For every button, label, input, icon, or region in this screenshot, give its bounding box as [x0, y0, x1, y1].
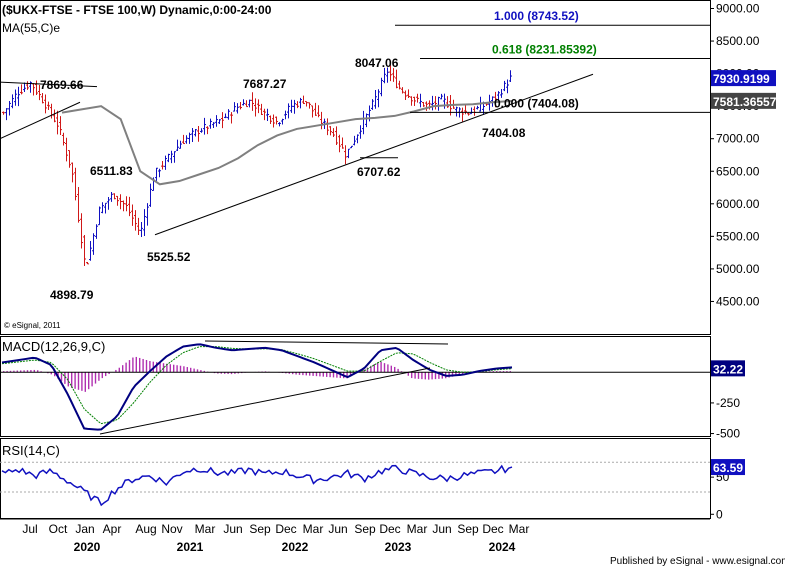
fib-level-label: 0.618 (8231.85392) — [492, 43, 597, 57]
x-tick-label: Mar — [407, 522, 428, 536]
x-tick-label: Dec — [379, 522, 400, 536]
macd-trendline — [204, 340, 449, 345]
ma-label: MA(55,C)e — [2, 21, 60, 35]
y-tick-label: 7000.00 — [716, 132, 760, 146]
x-tick-label: Sep — [354, 522, 376, 536]
macd-title: MACD(12,26,9,C) — [2, 339, 105, 354]
x-tick-label: Oct — [49, 522, 68, 536]
macd-value-box — [711, 360, 745, 377]
copyright-text: © eSignal, 2011 — [4, 321, 61, 330]
x-tick-label: Sep — [457, 522, 479, 536]
x-tick-label: Nov — [161, 522, 182, 536]
y-tick-label: 6000.00 — [716, 197, 760, 211]
price-layer: 1.000 (8743.52) 0.618 (8231.85392) 0.000 (… — [0, 9, 710, 302]
x-tick-label: Mar — [195, 522, 216, 536]
x-tick-label: Dec — [482, 522, 503, 536]
x-tick-label: Jun — [432, 522, 451, 536]
y-tick-label: 5500.00 — [716, 229, 760, 243]
macd-tick-label: -500 — [716, 427, 740, 441]
macd-trendline — [99, 367, 431, 435]
last-value-label: 7581.36557 — [713, 95, 777, 109]
last-value-label: 7930.9199 — [713, 72, 770, 86]
fib-level-label: 1.000 (8743.52) — [494, 9, 579, 23]
trendline — [154, 73, 594, 236]
price-panel-frame — [0, 0, 711, 335]
published-text: Published by eSignal - www.esignal.com — [610, 556, 785, 567]
trendline — [0, 81, 98, 88]
x-tick-label: Mar — [303, 522, 324, 536]
x-year-label: 2023 — [385, 540, 412, 554]
macd-tick-label: -250 — [716, 396, 740, 410]
rsi-line — [1, 464, 513, 507]
macd-layer — [0, 340, 710, 435]
axis-layer: 9000.008500.008000.007500.007000.006500.… — [0, 2, 777, 554]
y-tick-label: 8500.00 — [716, 34, 760, 48]
price-label: 8047.06 — [355, 56, 399, 70]
y-tick-label: 6500.00 — [716, 164, 760, 178]
fib-level-label: 0.000 (7404.08) — [494, 96, 579, 110]
price-label: 6511.83 — [90, 164, 133, 178]
price-label: 4898.79 — [50, 288, 94, 302]
y-tick-label: 9000.00 — [716, 2, 760, 16]
rsi-title: RSI(14,C) — [2, 443, 60, 458]
y-tick-label: 4500.00 — [716, 294, 760, 308]
price-label: 7687.27 — [243, 77, 287, 91]
price-label: 6707.62 — [357, 165, 401, 179]
x-year-label: 2022 — [282, 540, 309, 554]
x-year-label: 2020 — [74, 540, 101, 554]
x-year-label: 2024 — [489, 540, 516, 554]
x-tick-label: Jun — [223, 522, 242, 536]
ma-line — [61, 99, 513, 186]
rsi-layer — [0, 461, 710, 507]
x-tick-label: Sep — [249, 522, 271, 536]
rsi-value-label: 63.59 — [713, 461, 743, 475]
price-label: 7404.08 — [482, 126, 526, 140]
x-tick-label: Mar — [509, 522, 530, 536]
x-year-label: 2021 — [177, 540, 204, 554]
chart-title: ($UKX-FTSE - FTSE 100,W) Dynamic,0:00-24… — [2, 3, 272, 17]
y-tick-label: 5000.00 — [716, 262, 760, 276]
x-tick-label: Jul — [22, 522, 37, 536]
rsi-tick-label: 0 — [716, 507, 723, 521]
last-value-box — [711, 92, 776, 109]
x-tick-label: Jun — [328, 522, 347, 536]
x-tick-label: Jan — [75, 522, 94, 536]
macd-panel-frame — [0, 336, 711, 437]
x-tick-label: Aug — [135, 522, 156, 536]
price-label: 5525.52 — [147, 250, 191, 264]
macd-value-label: 32.22 — [713, 362, 743, 376]
trendline — [0, 101, 81, 140]
x-tick-label: Apr — [103, 522, 122, 536]
last-value-box — [711, 70, 776, 87]
rsi-panel-frame — [0, 438, 711, 519]
rsi-value-box — [711, 459, 745, 476]
price-label: 7869.66 — [40, 78, 84, 92]
x-tick-label: Dec — [275, 522, 296, 536]
